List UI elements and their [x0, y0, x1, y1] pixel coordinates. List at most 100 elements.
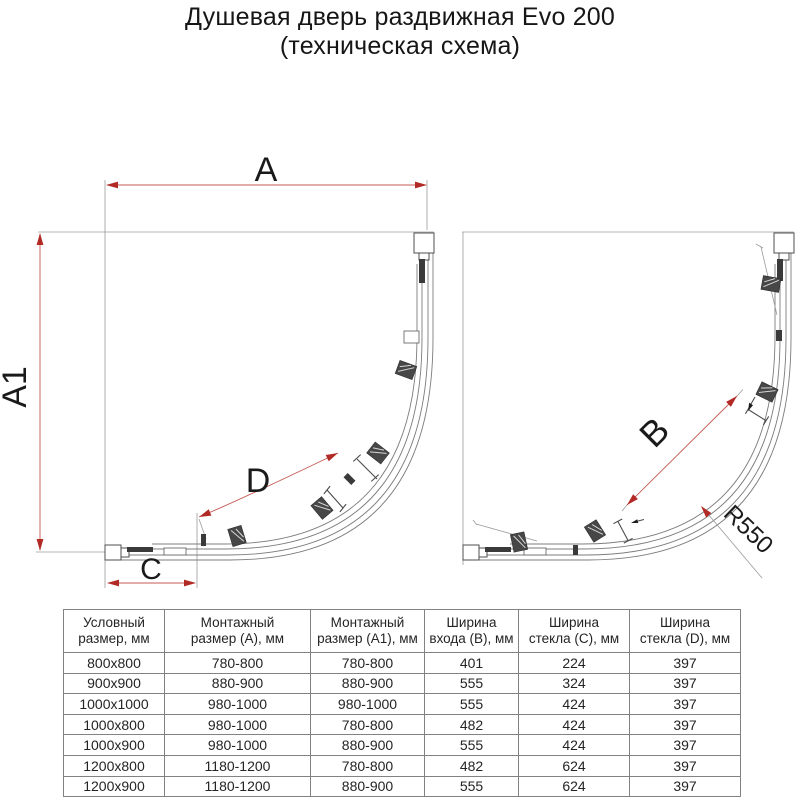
table-cell: 482	[424, 754, 519, 777]
table-row: 900x900 880-900 880-900 555 324 397	[63, 672, 741, 695]
table-cell: 1180-1200	[164, 754, 311, 777]
table-row: 1000x800 980-1000 780-800 482 424 397	[63, 713, 741, 736]
rail-insert	[485, 547, 511, 552]
dim-a-label: A	[255, 151, 278, 189]
roller-block	[755, 381, 779, 403]
slide-direction-arrow	[748, 402, 753, 411]
dim-c-label: C	[140, 553, 162, 586]
roller-block	[366, 441, 390, 465]
bracket	[403, 330, 420, 344]
table-cell: 482	[424, 713, 519, 736]
roller-block	[227, 525, 247, 547]
stop-block	[573, 545, 578, 555]
clamp-block	[419, 259, 425, 283]
table-cell: 980-1000	[164, 734, 311, 756]
table-cell: 397	[629, 713, 741, 736]
dimension-b: B	[621, 389, 744, 512]
door-handle	[343, 472, 356, 486]
table-cell: 880-900	[310, 734, 425, 756]
table-cell: 401	[424, 652, 519, 674]
table-cell: 397	[629, 754, 741, 777]
dimension-a1: A1	[0, 233, 44, 551]
table-row: 1000x900 980-1000 880-900 555 424 397	[63, 734, 741, 756]
dimensions-table: Условный размер, мм Монтажный размер (А)…	[63, 609, 741, 798]
table-cell: 1000x800	[63, 713, 165, 736]
table-cell: 880-900	[164, 672, 311, 695]
table-row: 1200x800 1180-1200 780-800 482 624 397	[63, 754, 741, 777]
table-cell: 880-900	[310, 672, 425, 695]
table-cell: 980-1000	[164, 693, 311, 715]
table-row: 1200x900 1180-1200 880-900 555 624 397	[63, 775, 741, 798]
table-cell: 424	[518, 734, 630, 756]
door-hardware	[485, 259, 783, 556]
door-edge-profile	[352, 454, 380, 482]
table-cell: 1180-1200	[164, 775, 311, 798]
table-cell: 900x900	[63, 672, 165, 695]
radius-label: R550	[718, 500, 778, 559]
clamp-block	[777, 259, 783, 281]
table-row: 800x800 780-800 780-800 401 224 397	[63, 652, 741, 674]
table-cell: 780-800	[310, 754, 425, 777]
table-cell: 624	[518, 754, 630, 777]
dimension-d: D	[198, 452, 339, 518]
roller-block	[509, 531, 529, 553]
table-cell: 397	[629, 775, 741, 798]
table-cell: 397	[629, 652, 741, 674]
table-cell: 1200x900	[63, 775, 165, 798]
page-title-line1: Душевая дверь раздвижная Evo 200	[184, 3, 616, 31]
door-track-arcs	[479, 251, 792, 561]
table-cell: 555	[424, 775, 519, 798]
radius-callout: R550	[701, 500, 778, 579]
page-title: Душевая дверь раздвижная Evo 200 (технич…	[0, 3, 800, 61]
wall-lines	[462, 231, 794, 565]
door-edge-profile	[613, 518, 633, 544]
dim-d-label: D	[246, 462, 271, 500]
table-cell: 555	[424, 672, 519, 695]
rail-bracket	[163, 547, 187, 556]
left-plan-diagram: A A1 C D	[0, 151, 435, 588]
wall-profile-top	[413, 232, 435, 261]
rail-bracket	[523, 547, 547, 556]
table-cell: 780-800	[164, 652, 311, 674]
wall-profile-top	[773, 232, 795, 261]
wall-and-extension-lines	[36, 180, 434, 588]
table-cell: 1000x900	[63, 734, 165, 756]
table-body: 800x800 780-800 780-800 401 224 397 900x900 880…	[63, 652, 741, 798]
header-mount-size-a: Монтажный размер (А), мм	[164, 609, 311, 653]
right-plan-diagram: B R550	[462, 231, 795, 579]
table-cell: 397	[629, 693, 741, 715]
roller-block	[310, 496, 334, 520]
door-edge-stop	[201, 534, 206, 546]
table-cell: 624	[518, 775, 630, 798]
roller-block	[760, 275, 782, 293]
header-glass-width-c: Ширина стекла (С), мм	[518, 609, 630, 653]
door-track-arcs	[121, 251, 434, 561]
table-cell: 397	[629, 672, 741, 695]
dimension-c: C	[107, 553, 196, 587]
table-cell: 800x800	[63, 652, 165, 674]
table-row: 1000x1000 980-1000 980-1000 555 424 397	[63, 693, 741, 715]
table-cell: 1200x800	[63, 754, 165, 777]
table-cell: 780-800	[310, 713, 425, 736]
wall-profile-bottom	[104, 544, 130, 561]
table-cell: 555	[424, 693, 519, 715]
table-cell: 555	[424, 734, 519, 756]
page-title-line2: (техническая схема)	[279, 32, 521, 60]
door-edge-profile	[323, 485, 347, 513]
table-cell: 980-1000	[164, 713, 311, 736]
table-header: Условный размер, мм Монтажный размер (А)…	[63, 609, 741, 653]
table-cell: 1000x1000	[63, 693, 165, 715]
table-cell: 424	[518, 713, 630, 736]
slide-direction-arrow	[631, 519, 639, 523]
table-cell: 424	[518, 693, 630, 715]
dim-b-label: B	[631, 409, 677, 455]
header-nominal-size: Условный размер, мм	[63, 609, 165, 653]
table-cell: 780-800	[310, 652, 425, 674]
wall-profile-bottom	[462, 544, 488, 561]
dimension-a: A	[106, 151, 427, 189]
table-cell: 224	[518, 652, 630, 674]
table-cell: 324	[518, 672, 630, 695]
roller-block	[583, 519, 607, 543]
header-mount-size-a1: Монтажный размер (А1), мм	[310, 609, 425, 653]
